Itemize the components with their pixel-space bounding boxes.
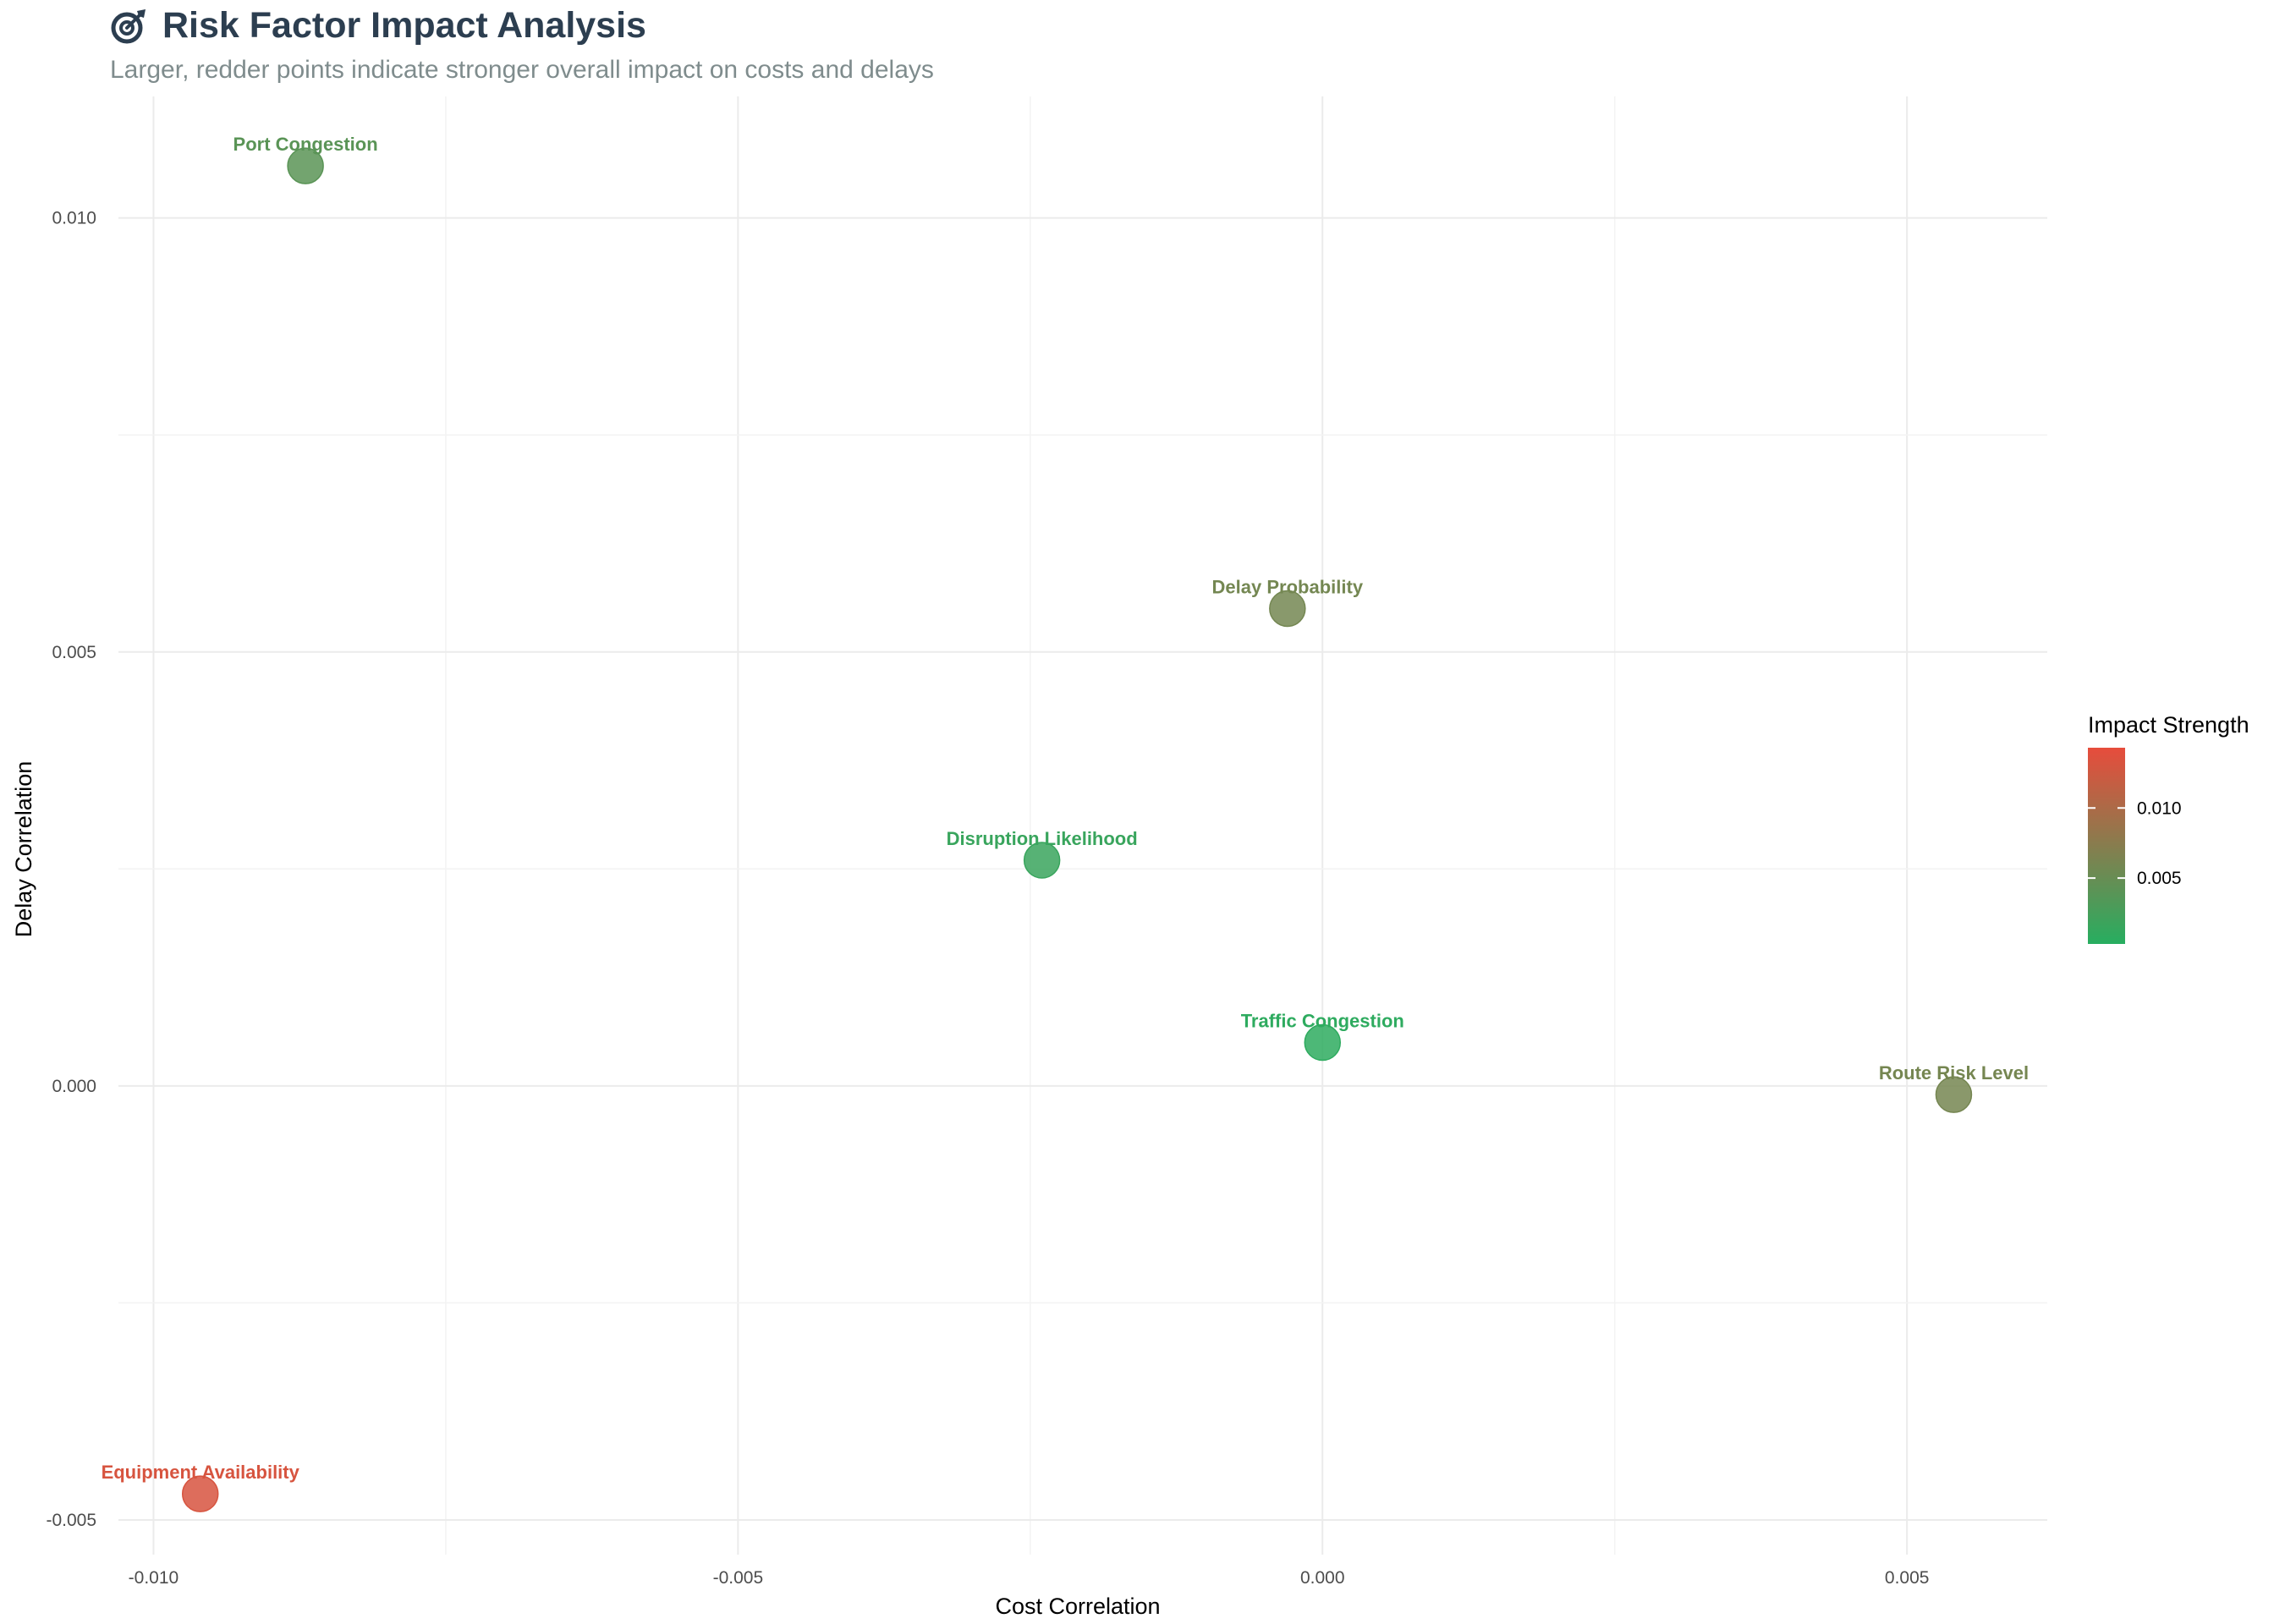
legend-tick-label: 0.005 — [2137, 869, 2182, 888]
data-point — [1023, 842, 1061, 879]
point-label: Traffic Congestion — [1241, 1011, 1404, 1032]
data-point — [1935, 1076, 1973, 1113]
chart-subtitle: Larger, redder points indicate stronger … — [110, 56, 934, 84]
color-legend: Impact Strength 0.005 0.010 — [2088, 712, 2249, 944]
legend-tick-label: 0.010 — [2137, 798, 2182, 818]
data-point — [1304, 1023, 1342, 1062]
point-label: Disruption Likelihood — [947, 828, 1138, 849]
x-tick-label: -0.010 — [129, 1568, 179, 1588]
chart-title: Risk Factor Impact Analysis — [110, 5, 646, 47]
point-label: Equipment Availability — [102, 1462, 300, 1483]
y-tick-label: -0.005 — [46, 1511, 96, 1530]
legend-color-bar — [2088, 748, 2125, 944]
x-tick-label: 0.005 — [1885, 1568, 1930, 1588]
x-axis-title: Cost Correlation — [995, 1594, 1160, 1619]
point-label: Delay Probability — [1212, 576, 1364, 597]
y-tick-label: 0.000 — [52, 1077, 96, 1096]
data-point — [287, 147, 324, 184]
data-point — [181, 1475, 219, 1512]
data-points — [181, 147, 1973, 1512]
data-point — [1269, 590, 1306, 628]
y-axis-title: Delay Correlation — [11, 761, 36, 938]
chart-title-text: Risk Factor Impact Analysis — [162, 5, 646, 46]
y-tick-label: 0.005 — [52, 643, 96, 662]
x-tick-label: 0.000 — [1300, 1568, 1345, 1588]
point-label: Port Congestion — [233, 134, 378, 155]
legend-ticks: 0.005 0.010 — [2088, 798, 2182, 888]
point-labels: Port Congestion Delay Probability Disrupti… — [102, 134, 2030, 1483]
point-label: Route Risk Level — [1879, 1062, 2029, 1084]
x-tick-label: -0.005 — [713, 1568, 764, 1588]
axis-ticks: -0.010 -0.005 0.000 0.005 -0.005 0.000 0.005 0.… — [46, 209, 1929, 1588]
target-icon — [111, 8, 146, 43]
y-tick-label: 0.010 — [52, 209, 96, 228]
legend-title: Impact Strength — [2088, 712, 2249, 738]
grid-lines — [118, 96, 2047, 1555]
